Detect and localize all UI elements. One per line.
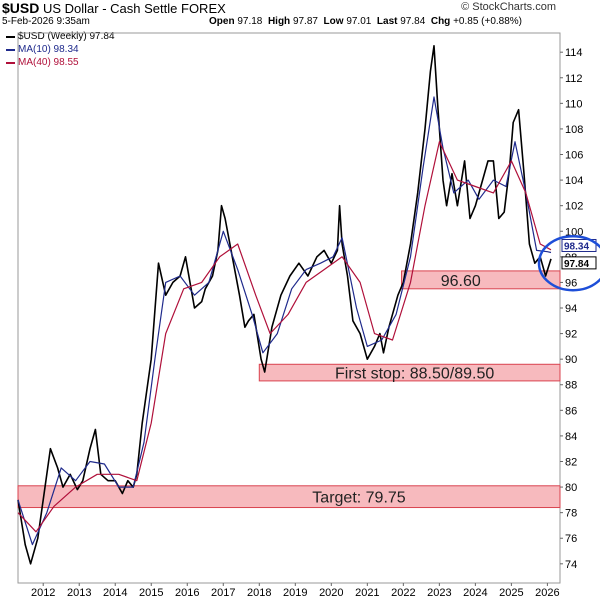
x-tick-label: 2026 <box>535 587 559 599</box>
last-value-label: 98.34 <box>564 241 589 252</box>
y-tick-label: 110 <box>565 98 583 110</box>
y-tick-label: 102 <box>565 201 583 213</box>
chart-legend: $USD (Weekly) 97.84 MA(10) 98.34 MA(40) … <box>6 30 115 69</box>
legend-label-ma40: MA(40) 98.55 <box>18 57 79 68</box>
y-tick-label: 84 <box>565 431 577 443</box>
y-tick-label: 78 <box>565 508 577 520</box>
y-tick-label: 106 <box>565 150 583 162</box>
x-tick-label: 2019 <box>283 587 307 599</box>
legend-swatch-ma40 <box>6 61 15 64</box>
y-tick-label: 112 <box>565 73 583 85</box>
legend-label-price: $USD (Weekly) 97.84 <box>18 31 115 42</box>
zone-label: First stop: 88.50/89.50 <box>335 366 494 383</box>
zone-band <box>17 485 561 509</box>
x-tick-label: 2013 <box>67 587 91 599</box>
x-tick-label: 2014 <box>103 587 127 599</box>
legend-swatch-price <box>6 35 15 38</box>
zones-layer: 96.60 First stop: 88.50/89.50 Target: 79.7… <box>17 270 561 509</box>
y-tick-label: 86 <box>565 405 577 417</box>
series-line-ma40 <box>17 141 552 533</box>
instrument-name: US Dollar - Cash Settle <box>42 1 178 16</box>
x-tick-label: 2012 <box>31 587 55 599</box>
zone-band <box>258 363 561 382</box>
stockcharts-logo[interactable]: © StockCharts.com <box>461 1 556 13</box>
chg-value: +0.85 (+0.88%) <box>453 16 523 27</box>
legend-item-ma40: MA(40) 98.55 <box>6 56 115 69</box>
y-tick-label: 114 <box>565 47 583 59</box>
x-tick-label: 2017 <box>211 587 235 599</box>
x-tick-label: 2021 <box>355 587 379 599</box>
x-tick-label: 2016 <box>175 587 199 599</box>
y-tick-label: 92 <box>565 329 577 341</box>
ohlc-summary: Open 97.18 High 97.87 Low 97.01 Last 97.… <box>209 16 522 27</box>
y-tick-label: 104 <box>565 175 583 187</box>
low-value: 97.01 <box>346 16 372 27</box>
last-value: 97.84 <box>400 16 426 27</box>
x-tick-label: 2020 <box>319 587 343 599</box>
x-tick-label: 2018 <box>247 587 271 599</box>
zone-label: 96.60 <box>441 273 481 290</box>
series-line-price <box>17 45 552 565</box>
x-axis: 2012 2013 2014 2015 2016 2017 2018 2019 2020 2021… <box>31 583 560 599</box>
y-tick-label: 108 <box>565 124 583 136</box>
x-tick-label: 2015 <box>139 587 163 599</box>
x-tick-label: 2024 <box>463 587 487 599</box>
last-label: Last <box>376 16 398 27</box>
y-axis: 7476788082848688909294969810010210410610… <box>560 47 583 571</box>
low-label: Low <box>323 16 344 27</box>
last-value-label: 97.84 <box>564 259 589 270</box>
series-layer <box>17 45 552 565</box>
y-tick-label: 94 <box>565 303 577 315</box>
highlight-circle <box>537 234 600 292</box>
annotation-layer: 98.34 97.84 <box>537 234 600 292</box>
chart-date: 5-Feb-2026 9:35am <box>2 16 90 27</box>
legend-item-ma10: MA(10) 98.34 <box>6 43 115 56</box>
symbol: $USD <box>2 0 40 16</box>
y-tick-label: 96 <box>565 277 577 289</box>
chart-title: $USD US Dollar - Cash Settle FOREX <box>2 0 226 16</box>
y-tick-label: 88 <box>565 380 577 392</box>
exchange: FOREX <box>181 1 226 16</box>
chg-label: Chg <box>430 16 451 27</box>
x-tick-label: 2022 <box>391 587 415 599</box>
series-line-ma10 <box>17 96 552 546</box>
open-value: 97.18 <box>237 16 263 27</box>
legend-label-ma10: MA(10) 98.34 <box>18 44 79 55</box>
y-tick-label: 80 <box>565 482 577 494</box>
high-label: High <box>267 16 291 27</box>
legend-swatch-ma10 <box>6 48 15 51</box>
high-value: 97.87 <box>292 16 318 27</box>
zone-label: Target: 79.75 <box>312 490 406 507</box>
last-value-box <box>561 256 597 270</box>
x-tick-label: 2023 <box>427 587 451 599</box>
legend-item-price: $USD (Weekly) 97.84 <box>6 30 115 43</box>
zone-band <box>401 270 561 290</box>
x-tick-label: 2025 <box>499 587 523 599</box>
last-value-box <box>561 238 597 252</box>
open-label: Open <box>209 16 235 27</box>
y-tick-label: 82 <box>565 456 577 468</box>
y-tick-label: 74 <box>565 559 577 571</box>
y-tick-label: 76 <box>565 533 577 545</box>
y-tick-label: 90 <box>565 354 577 366</box>
